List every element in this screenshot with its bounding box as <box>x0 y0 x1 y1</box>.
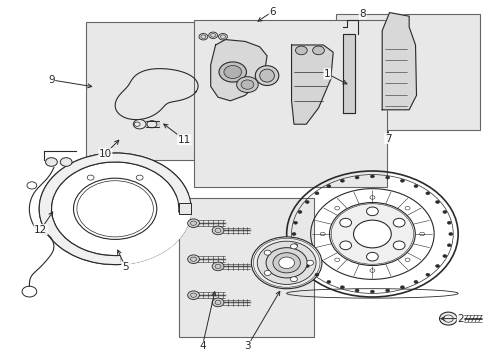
Circle shape <box>264 250 271 255</box>
Circle shape <box>447 221 451 224</box>
Circle shape <box>199 33 208 40</box>
Circle shape <box>266 248 307 278</box>
Circle shape <box>237 77 258 93</box>
Wedge shape <box>39 153 191 265</box>
Bar <box>194 20 387 187</box>
Circle shape <box>327 280 331 283</box>
Bar <box>86 22 240 160</box>
Wedge shape <box>115 209 191 264</box>
Circle shape <box>46 158 57 166</box>
Circle shape <box>133 120 146 129</box>
Circle shape <box>298 255 302 257</box>
Circle shape <box>292 233 296 235</box>
Bar <box>336 14 480 130</box>
Circle shape <box>147 121 157 128</box>
Circle shape <box>209 32 218 39</box>
Circle shape <box>386 289 390 292</box>
Circle shape <box>241 80 254 89</box>
Circle shape <box>443 255 447 257</box>
Circle shape <box>443 211 447 213</box>
Circle shape <box>212 298 224 307</box>
Circle shape <box>355 176 359 179</box>
Circle shape <box>188 219 199 228</box>
Circle shape <box>307 260 314 265</box>
Circle shape <box>264 270 271 275</box>
Circle shape <box>295 46 307 55</box>
Circle shape <box>315 273 319 276</box>
Circle shape <box>327 185 331 188</box>
Text: 7: 7 <box>385 134 392 144</box>
Circle shape <box>400 286 404 289</box>
Circle shape <box>386 176 390 179</box>
Circle shape <box>393 219 405 227</box>
Circle shape <box>341 179 344 182</box>
Circle shape <box>414 185 418 188</box>
Circle shape <box>426 273 430 276</box>
Circle shape <box>305 201 309 203</box>
Circle shape <box>393 241 405 250</box>
Circle shape <box>257 241 316 284</box>
Circle shape <box>367 207 378 216</box>
Circle shape <box>212 262 224 271</box>
Text: 1: 1 <box>324 69 331 79</box>
Circle shape <box>355 289 359 292</box>
Circle shape <box>313 46 324 55</box>
Text: 4: 4 <box>199 341 206 351</box>
Circle shape <box>440 312 457 325</box>
Circle shape <box>341 286 344 289</box>
Text: 3: 3 <box>244 341 251 351</box>
Circle shape <box>447 244 451 247</box>
Circle shape <box>294 221 297 224</box>
Circle shape <box>219 33 227 40</box>
Circle shape <box>219 62 246 82</box>
Circle shape <box>188 291 199 300</box>
Circle shape <box>315 192 319 195</box>
Circle shape <box>298 211 302 213</box>
Text: 9: 9 <box>48 75 55 85</box>
Circle shape <box>212 226 224 235</box>
Wedge shape <box>39 153 191 265</box>
Circle shape <box>449 233 453 235</box>
Circle shape <box>60 158 72 166</box>
Circle shape <box>426 192 430 195</box>
Polygon shape <box>292 45 333 124</box>
Circle shape <box>279 257 294 269</box>
Text: 10: 10 <box>99 149 112 159</box>
Circle shape <box>367 252 378 261</box>
Polygon shape <box>146 121 159 127</box>
Circle shape <box>251 237 322 289</box>
Circle shape <box>305 265 309 267</box>
Circle shape <box>400 179 404 182</box>
Text: 2: 2 <box>457 314 464 324</box>
Circle shape <box>294 244 297 247</box>
Circle shape <box>414 280 418 283</box>
Ellipse shape <box>260 69 274 82</box>
Circle shape <box>188 255 199 264</box>
Text: 6: 6 <box>269 6 276 17</box>
Circle shape <box>340 241 351 250</box>
Circle shape <box>329 202 415 266</box>
Text: 5: 5 <box>122 262 129 272</box>
Circle shape <box>340 218 351 227</box>
Circle shape <box>353 220 391 248</box>
Text: 8: 8 <box>359 9 366 19</box>
Circle shape <box>291 244 297 249</box>
Bar <box>179 198 314 337</box>
Bar <box>179 203 191 214</box>
Text: 11: 11 <box>177 135 191 145</box>
Circle shape <box>370 175 374 178</box>
Circle shape <box>436 201 440 203</box>
Circle shape <box>370 290 374 293</box>
Polygon shape <box>211 40 267 101</box>
Ellipse shape <box>255 66 279 85</box>
Circle shape <box>291 277 297 282</box>
Circle shape <box>273 253 300 273</box>
Text: 12: 12 <box>34 225 48 235</box>
Circle shape <box>436 265 440 267</box>
Polygon shape <box>382 13 416 110</box>
Polygon shape <box>343 34 355 113</box>
Circle shape <box>224 66 242 78</box>
